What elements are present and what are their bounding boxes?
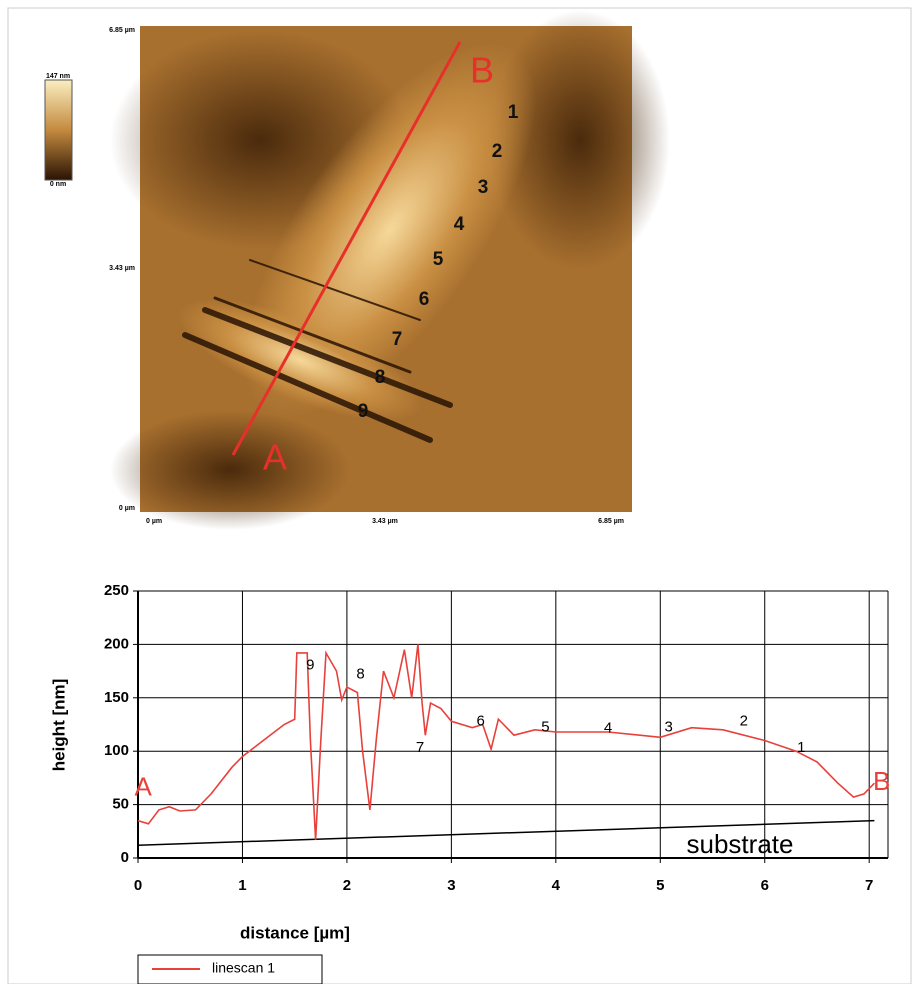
afm-x-label: 3.43 µm bbox=[372, 518, 398, 525]
x-tick-label: 2 bbox=[343, 877, 351, 894]
annotation: 4 bbox=[604, 720, 612, 737]
end-label: B bbox=[873, 766, 890, 796]
y-tick-label: 250 bbox=[104, 582, 129, 599]
annotation: 9 bbox=[306, 657, 314, 674]
colorbar-label: 0 nm bbox=[50, 181, 66, 188]
substrate-label: substrate bbox=[687, 829, 794, 859]
y-axis-label: height [nm] bbox=[49, 679, 68, 772]
y-tick-label: 0 bbox=[121, 849, 129, 866]
afm-x-label: 0 µm bbox=[146, 518, 162, 525]
scratch-label: 8 bbox=[375, 367, 386, 388]
annotation: 1 bbox=[797, 739, 805, 756]
colorbar-label: 147 nm bbox=[46, 73, 70, 80]
scratch-label: 7 bbox=[392, 329, 403, 350]
annotation: 8 bbox=[356, 665, 364, 682]
afm-x-label: 6.85 µm bbox=[598, 518, 624, 525]
x-tick-label: 4 bbox=[552, 877, 561, 894]
scratch-label: 4 bbox=[454, 214, 465, 235]
x-tick-label: 7 bbox=[865, 877, 873, 894]
afm-y-label: 6.85 µm bbox=[109, 27, 135, 34]
scratch-label: 3 bbox=[478, 177, 489, 198]
x-tick-label: 3 bbox=[447, 877, 455, 894]
x-tick-label: 5 bbox=[656, 877, 664, 894]
scratch-label: 2 bbox=[492, 141, 503, 162]
afm-y-label: 0 µm bbox=[119, 505, 135, 512]
figure: distance [µm] height [nm] 6.85 µm 3.43 µm… bbox=[0, 0, 919, 984]
annotation: 6 bbox=[476, 712, 484, 729]
x-tick-label: 6 bbox=[761, 877, 769, 894]
end-label: A bbox=[135, 771, 153, 801]
scratch-label: 1 bbox=[508, 102, 519, 123]
annotation: 5 bbox=[541, 719, 549, 736]
legend-label: linescan 1 bbox=[212, 960, 275, 976]
afm-y-label: 3.43 µm bbox=[109, 265, 135, 272]
x-axis-label: distance [µm] bbox=[240, 923, 350, 942]
annotation: 7 bbox=[416, 739, 424, 756]
x-tick-label: 0 bbox=[134, 877, 142, 894]
annotation: 3 bbox=[664, 719, 672, 736]
scratch-label: 9 bbox=[358, 401, 369, 422]
annotation: 2 bbox=[740, 712, 748, 729]
y-tick-label: 200 bbox=[104, 635, 129, 652]
y-tick-label: 150 bbox=[104, 689, 129, 706]
scratch-label: 6 bbox=[419, 289, 430, 310]
line-end-label: B bbox=[470, 50, 494, 91]
line-end-label: A bbox=[263, 437, 287, 478]
x-tick-label: 1 bbox=[238, 877, 246, 894]
scratch-label: 5 bbox=[433, 249, 444, 270]
y-tick-label: 50 bbox=[112, 796, 129, 813]
y-tick-label: 100 bbox=[104, 742, 129, 759]
